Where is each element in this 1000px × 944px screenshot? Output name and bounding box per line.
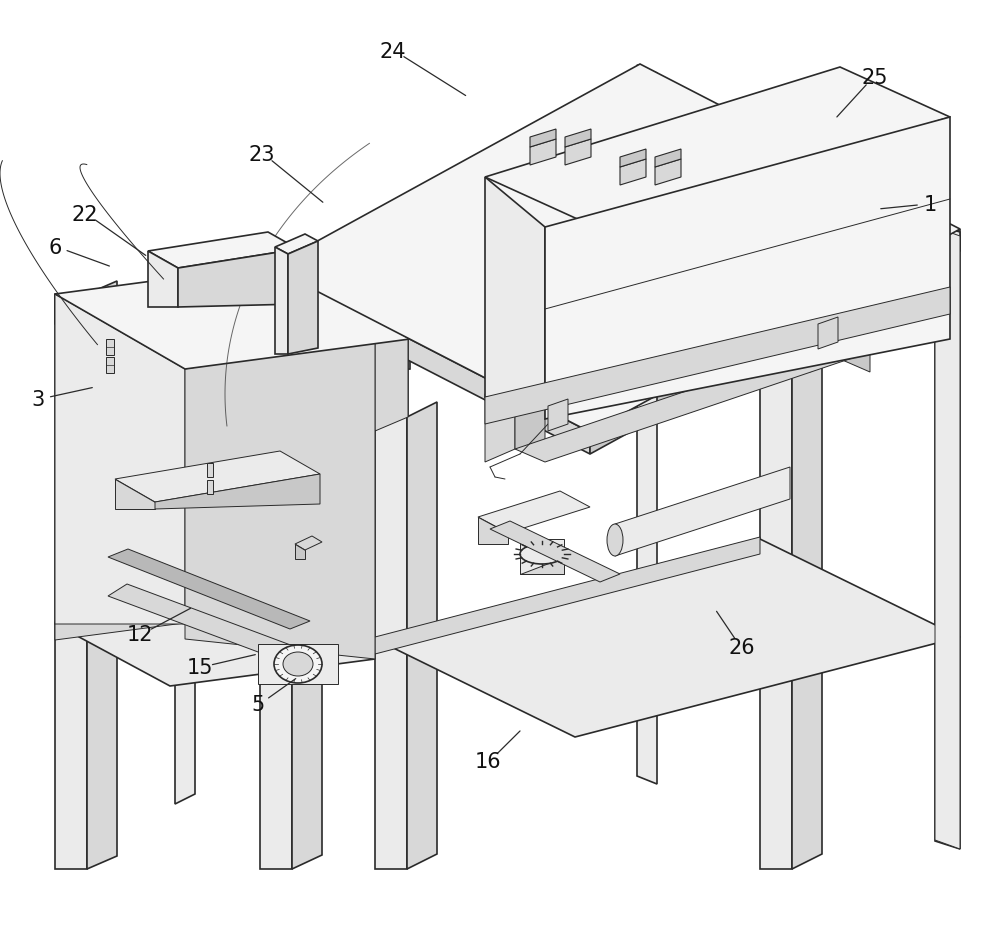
- Polygon shape: [375, 326, 408, 431]
- Polygon shape: [818, 318, 838, 349]
- Polygon shape: [55, 596, 260, 640]
- Polygon shape: [620, 150, 646, 168]
- Polygon shape: [295, 536, 322, 550]
- Ellipse shape: [274, 646, 322, 683]
- Polygon shape: [275, 235, 318, 255]
- Polygon shape: [115, 480, 155, 510]
- Polygon shape: [55, 295, 185, 399]
- Polygon shape: [292, 344, 322, 869]
- Polygon shape: [270, 65, 960, 432]
- Polygon shape: [590, 229, 960, 454]
- Polygon shape: [490, 521, 620, 582]
- Polygon shape: [792, 320, 822, 869]
- Polygon shape: [275, 247, 288, 355]
- Polygon shape: [55, 598, 375, 686]
- Polygon shape: [548, 399, 568, 431]
- Polygon shape: [655, 160, 681, 186]
- Polygon shape: [485, 381, 515, 463]
- Ellipse shape: [520, 545, 564, 565]
- Polygon shape: [55, 295, 87, 869]
- Polygon shape: [185, 340, 410, 399]
- Text: 25: 25: [862, 68, 888, 88]
- Text: 23: 23: [249, 144, 275, 165]
- Polygon shape: [106, 340, 114, 356]
- Polygon shape: [260, 358, 292, 869]
- Polygon shape: [108, 584, 320, 668]
- Polygon shape: [258, 645, 338, 684]
- Polygon shape: [810, 296, 840, 373]
- Polygon shape: [637, 66, 657, 784]
- Ellipse shape: [607, 525, 623, 556]
- Polygon shape: [207, 464, 213, 478]
- Polygon shape: [55, 264, 410, 370]
- Polygon shape: [530, 140, 556, 166]
- Polygon shape: [935, 228, 960, 849]
- Polygon shape: [407, 402, 437, 869]
- Polygon shape: [515, 272, 870, 395]
- Polygon shape: [148, 252, 178, 308]
- Polygon shape: [270, 268, 590, 454]
- Text: 22: 22: [72, 205, 98, 225]
- Polygon shape: [185, 340, 375, 659]
- Polygon shape: [530, 130, 556, 148]
- Text: 16: 16: [475, 751, 501, 771]
- Text: 26: 26: [729, 637, 755, 657]
- Polygon shape: [840, 296, 870, 373]
- Polygon shape: [207, 480, 213, 495]
- Polygon shape: [520, 539, 564, 574]
- Polygon shape: [760, 334, 792, 869]
- Polygon shape: [620, 160, 646, 186]
- Polygon shape: [545, 118, 950, 419]
- Polygon shape: [520, 557, 564, 574]
- Polygon shape: [478, 517, 508, 545]
- Polygon shape: [288, 242, 318, 355]
- Text: 12: 12: [127, 624, 153, 645]
- Polygon shape: [175, 258, 195, 804]
- Polygon shape: [178, 250, 298, 308]
- Polygon shape: [565, 140, 591, 166]
- Text: 15: 15: [187, 657, 213, 677]
- Polygon shape: [375, 537, 760, 654]
- Text: 6: 6: [48, 238, 62, 258]
- Polygon shape: [485, 68, 950, 228]
- Polygon shape: [565, 130, 591, 148]
- Polygon shape: [485, 288, 950, 425]
- Polygon shape: [385, 329, 408, 789]
- Text: 3: 3: [31, 390, 45, 410]
- Text: 5: 5: [251, 694, 265, 715]
- Polygon shape: [295, 545, 305, 560]
- Ellipse shape: [283, 652, 313, 676]
- Text: 24: 24: [380, 42, 406, 62]
- Polygon shape: [115, 451, 320, 502]
- Polygon shape: [515, 381, 545, 449]
- Polygon shape: [935, 225, 960, 849]
- Polygon shape: [655, 150, 681, 168]
- Polygon shape: [375, 417, 407, 869]
- Polygon shape: [106, 358, 114, 374]
- Polygon shape: [108, 549, 310, 630]
- Polygon shape: [478, 492, 590, 533]
- Polygon shape: [55, 295, 185, 624]
- Polygon shape: [155, 475, 320, 510]
- Polygon shape: [615, 467, 790, 556]
- Text: 1: 1: [923, 194, 937, 215]
- Polygon shape: [87, 281, 117, 869]
- Polygon shape: [375, 539, 960, 737]
- Polygon shape: [515, 340, 870, 463]
- Polygon shape: [148, 233, 298, 269]
- Polygon shape: [485, 177, 545, 397]
